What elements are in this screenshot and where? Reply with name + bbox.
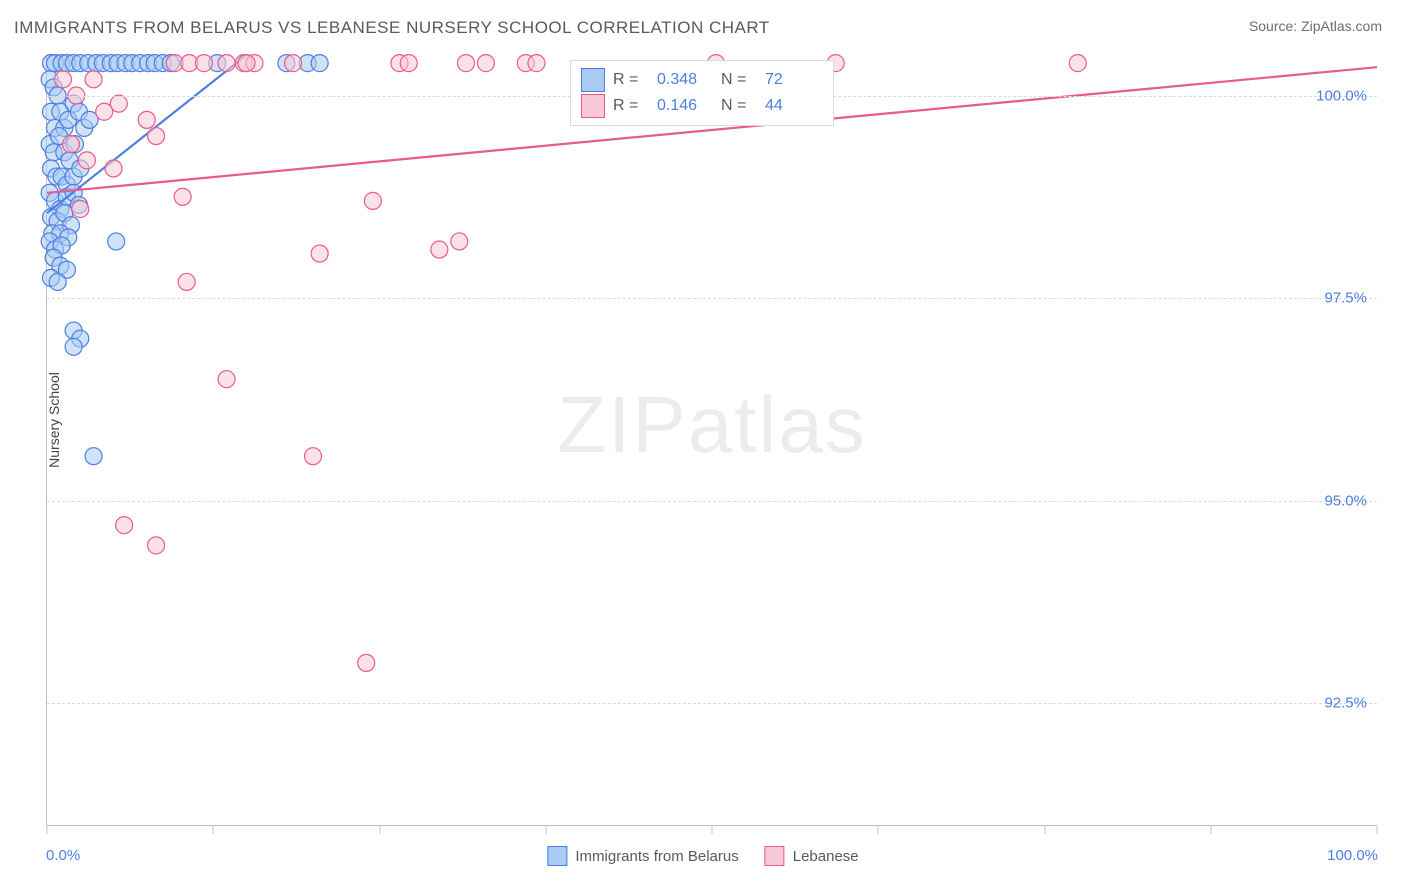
- x-tick: [878, 826, 879, 834]
- data-point: [457, 55, 474, 72]
- r-label: R =: [613, 67, 649, 93]
- data-point: [148, 128, 165, 145]
- source-attribution: Source: ZipAtlas.com: [1249, 18, 1382, 34]
- x-tick: [712, 826, 713, 834]
- data-point: [1069, 55, 1086, 72]
- scatter-svg: [47, 55, 1377, 825]
- x-axis-max-label: 100.0%: [1327, 847, 1378, 864]
- data-point: [305, 448, 322, 465]
- correlation-swatch: [581, 68, 605, 92]
- y-tick-label: 95.0%: [1324, 492, 1367, 509]
- x-tick: [213, 826, 214, 834]
- data-point: [431, 241, 448, 258]
- data-point: [174, 188, 191, 205]
- bottom-legend: Immigrants from Belarus Lebanese: [547, 846, 858, 866]
- data-point: [78, 152, 95, 169]
- x-tick: [1210, 826, 1211, 834]
- x-axis-min-label: 0.0%: [46, 847, 80, 864]
- n-value: 72: [765, 67, 821, 93]
- correlation-swatch: [581, 94, 605, 118]
- r-label: R =: [613, 93, 649, 119]
- data-point: [358, 654, 375, 671]
- data-point: [138, 111, 155, 128]
- n-label: N =: [721, 67, 757, 93]
- source-link[interactable]: ZipAtlas.com: [1301, 18, 1382, 34]
- x-tick: [1044, 826, 1045, 834]
- data-point: [85, 71, 102, 88]
- x-tick: [379, 826, 380, 834]
- data-point: [116, 517, 133, 534]
- data-point: [364, 192, 381, 209]
- y-tick-label: 97.5%: [1324, 290, 1367, 307]
- n-label: N =: [721, 93, 757, 119]
- y-tick-label: 100.0%: [1316, 87, 1367, 104]
- plot-area: ZIPatlas 100.0%97.5%95.0%92.5%: [46, 55, 1377, 826]
- legend-label: Immigrants from Belarus: [575, 848, 738, 865]
- data-point: [65, 338, 82, 355]
- data-point: [238, 55, 255, 72]
- gridline-h: [47, 703, 1377, 704]
- correlation-legend: R = 0.348 N = 72 R = 0.146 N = 44: [570, 60, 834, 126]
- data-point: [311, 245, 328, 262]
- data-point: [54, 71, 71, 88]
- data-point: [311, 55, 328, 72]
- x-tick: [545, 826, 546, 834]
- legend-swatch: [765, 846, 785, 866]
- data-point: [477, 55, 494, 72]
- legend-item: Immigrants from Belarus: [547, 846, 738, 866]
- source-prefix: Source:: [1249, 18, 1301, 34]
- r-value: 0.348: [657, 67, 713, 93]
- data-point: [178, 273, 195, 290]
- legend-swatch: [547, 846, 567, 866]
- data-point: [528, 55, 545, 72]
- chart-title: IMMIGRANTS FROM BELARUS VS LEBANESE NURS…: [14, 18, 770, 38]
- r-value: 0.146: [657, 93, 713, 119]
- data-point: [148, 537, 165, 554]
- x-tick: [47, 826, 48, 834]
- x-tick: [1377, 826, 1378, 834]
- data-point: [218, 55, 235, 72]
- data-point: [451, 233, 468, 250]
- data-point: [108, 233, 125, 250]
- legend-item: Lebanese: [765, 846, 859, 866]
- data-point: [105, 160, 122, 177]
- gridline-h: [47, 298, 1377, 299]
- n-value: 44: [765, 93, 821, 119]
- legend-label: Lebanese: [793, 848, 859, 865]
- data-point: [195, 55, 212, 72]
- data-point: [49, 273, 66, 290]
- y-tick-label: 92.5%: [1324, 695, 1367, 712]
- data-point: [218, 371, 235, 388]
- data-point: [96, 103, 113, 120]
- correlation-row: R = 0.348 N = 72: [581, 67, 821, 93]
- data-point: [285, 55, 302, 72]
- gridline-h: [47, 501, 1377, 502]
- data-point: [85, 448, 102, 465]
- data-point: [62, 136, 79, 153]
- data-point: [72, 201, 89, 218]
- correlation-row: R = 0.146 N = 44: [581, 93, 821, 119]
- data-point: [400, 55, 417, 72]
